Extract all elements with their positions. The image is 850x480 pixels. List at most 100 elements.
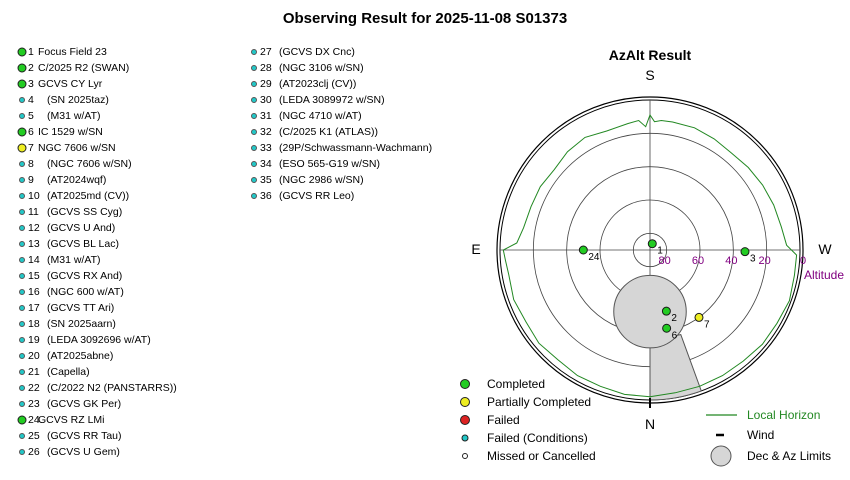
status-dot-icon [19, 177, 25, 183]
legend-label: Partially Completed [487, 395, 591, 409]
local-horizon-line [502, 113, 798, 398]
target-name: Focus Field 23 [38, 46, 107, 58]
legend-completed-icon [460, 379, 470, 389]
target-name: (GCVS RR Leo) [279, 190, 355, 202]
target-name: (GCVS TT Ari) [47, 302, 115, 314]
observation-point-label: 1 [657, 246, 663, 257]
status-dot-icon [17, 47, 27, 57]
status-dot-icon [19, 337, 25, 343]
target-number: 3 [28, 78, 34, 90]
status-dot-icon [19, 113, 25, 119]
target-name: (NGC 7606 w/SN) [47, 158, 132, 170]
target-name: (GCVS BL Lac) [47, 238, 119, 250]
legend-failed-icon [460, 415, 470, 425]
dec-az-limits [613, 274, 702, 401]
direction-right-label: W [818, 241, 832, 257]
status-dot-icon [19, 241, 25, 247]
status-dot-icon [19, 449, 25, 455]
target-name: C/2025 R2 (SWAN) [38, 62, 130, 74]
target-name: (C/2025 K1 (ATLAS)) [279, 126, 379, 138]
target-name: (GCVS U Gem) [47, 446, 120, 458]
status-dot-icon [17, 143, 27, 153]
status-dot-icon [251, 49, 257, 55]
target-number: 35 [260, 174, 272, 186]
observation-point-label: 6 [672, 330, 678, 341]
target-name: (AT2024wqf) [47, 174, 107, 186]
legend-label: Dec & Az Limits [747, 449, 831, 463]
status-dot-icon [251, 81, 257, 87]
observation-point-label: 2 [671, 313, 677, 324]
altitude-tick-label: 0 [800, 255, 806, 267]
legend-partial-icon [460, 397, 470, 407]
status-dot-icon [19, 401, 25, 407]
observation-points: 1 2 3 6 7 24 [578, 239, 756, 341]
target-name: (GCVS SS Cyg) [47, 206, 123, 218]
target-number: 8 [28, 158, 34, 170]
observation-point [662, 323, 672, 333]
target-name: (ESO 565-G19 w/SN) [279, 158, 380, 170]
observation-point [647, 239, 657, 249]
target-number: 30 [260, 94, 272, 106]
target-name: (GCVS DX Cnc) [279, 46, 355, 58]
target-number: 31 [260, 110, 272, 122]
target-number: 29 [260, 78, 272, 90]
target-number: 13 [28, 238, 40, 250]
target-name: (NGC 4710 w/AT) [279, 110, 362, 122]
status-dot-icon [19, 433, 25, 439]
target-name: GCVS CY Lyr [38, 78, 103, 90]
direction-bottom-label: N [645, 416, 655, 432]
status-dot-icon [19, 225, 25, 231]
status-dot-icon [251, 65, 257, 71]
target-name: NGC 7606 w/SN [38, 142, 116, 154]
altitude-tick-label: 60 [692, 255, 704, 267]
status-dot-icon [17, 127, 27, 137]
target-number: 6 [28, 126, 34, 138]
target-number: 21 [28, 366, 40, 378]
target-name: (GCVS RX And) [47, 270, 123, 282]
target-number: 33 [260, 142, 272, 154]
target-number: 2 [28, 62, 34, 74]
target-name: (LEDA 3092696 w/AT) [47, 334, 151, 346]
observation-point [578, 245, 588, 255]
target-name: (GCVS RR Tau) [47, 430, 122, 442]
target-number: 16 [28, 286, 40, 298]
altitude-tick-label: 80 [659, 255, 671, 267]
legend-label: Wind [747, 428, 774, 442]
target-name: (LEDA 3089972 w/SN) [279, 94, 385, 106]
target-name: (Capella) [47, 366, 90, 378]
status-dot-icon [19, 305, 25, 311]
status-dot-icon [17, 63, 27, 73]
target-name: (AT2023clj (CV)) [279, 78, 357, 90]
target-name: (NGC 3106 w/SN) [279, 62, 364, 74]
target-number: 4 [28, 94, 34, 106]
page-title: Observing Result for 2025-11-08 S01373 [282, 10, 568, 27]
status-dot-icon [19, 193, 25, 199]
observation-point [661, 306, 671, 316]
status-dot-icon [251, 113, 257, 119]
direction-left-label: E [471, 241, 480, 257]
target-number: 23 [28, 398, 40, 410]
target-name: (GCVS GK Per) [47, 398, 122, 410]
target-number: 18 [28, 318, 40, 330]
status-dot-icon [19, 161, 25, 167]
target-number: 24 [28, 414, 40, 426]
target-name: (AT2025md (CV)) [47, 190, 130, 202]
target-name: IC 1529 w/SN [38, 126, 103, 138]
status-dot-icon [19, 257, 25, 263]
legend-failed-conditions-icon [461, 434, 469, 442]
status-dot-icon [251, 97, 257, 103]
legend-marks: Completed Partially Completed Failed Failed… [460, 377, 831, 467]
chart-title: AzAlt Result [609, 47, 692, 63]
target-name: GCVS RZ LMi [38, 414, 105, 426]
observation-point [694, 312, 704, 322]
target-number: 1 [28, 46, 34, 58]
status-dot-icon [251, 177, 257, 183]
status-dot-icon [19, 353, 25, 359]
status-dot-icon [19, 385, 25, 391]
target-name: (C/2022 N2 (PANSTARRS)) [47, 382, 177, 394]
status-dot-icon [19, 209, 25, 215]
target-name: (SN 2025taz) [47, 94, 109, 106]
status-dot-icon [17, 79, 27, 89]
status-dot-icon [251, 129, 257, 135]
